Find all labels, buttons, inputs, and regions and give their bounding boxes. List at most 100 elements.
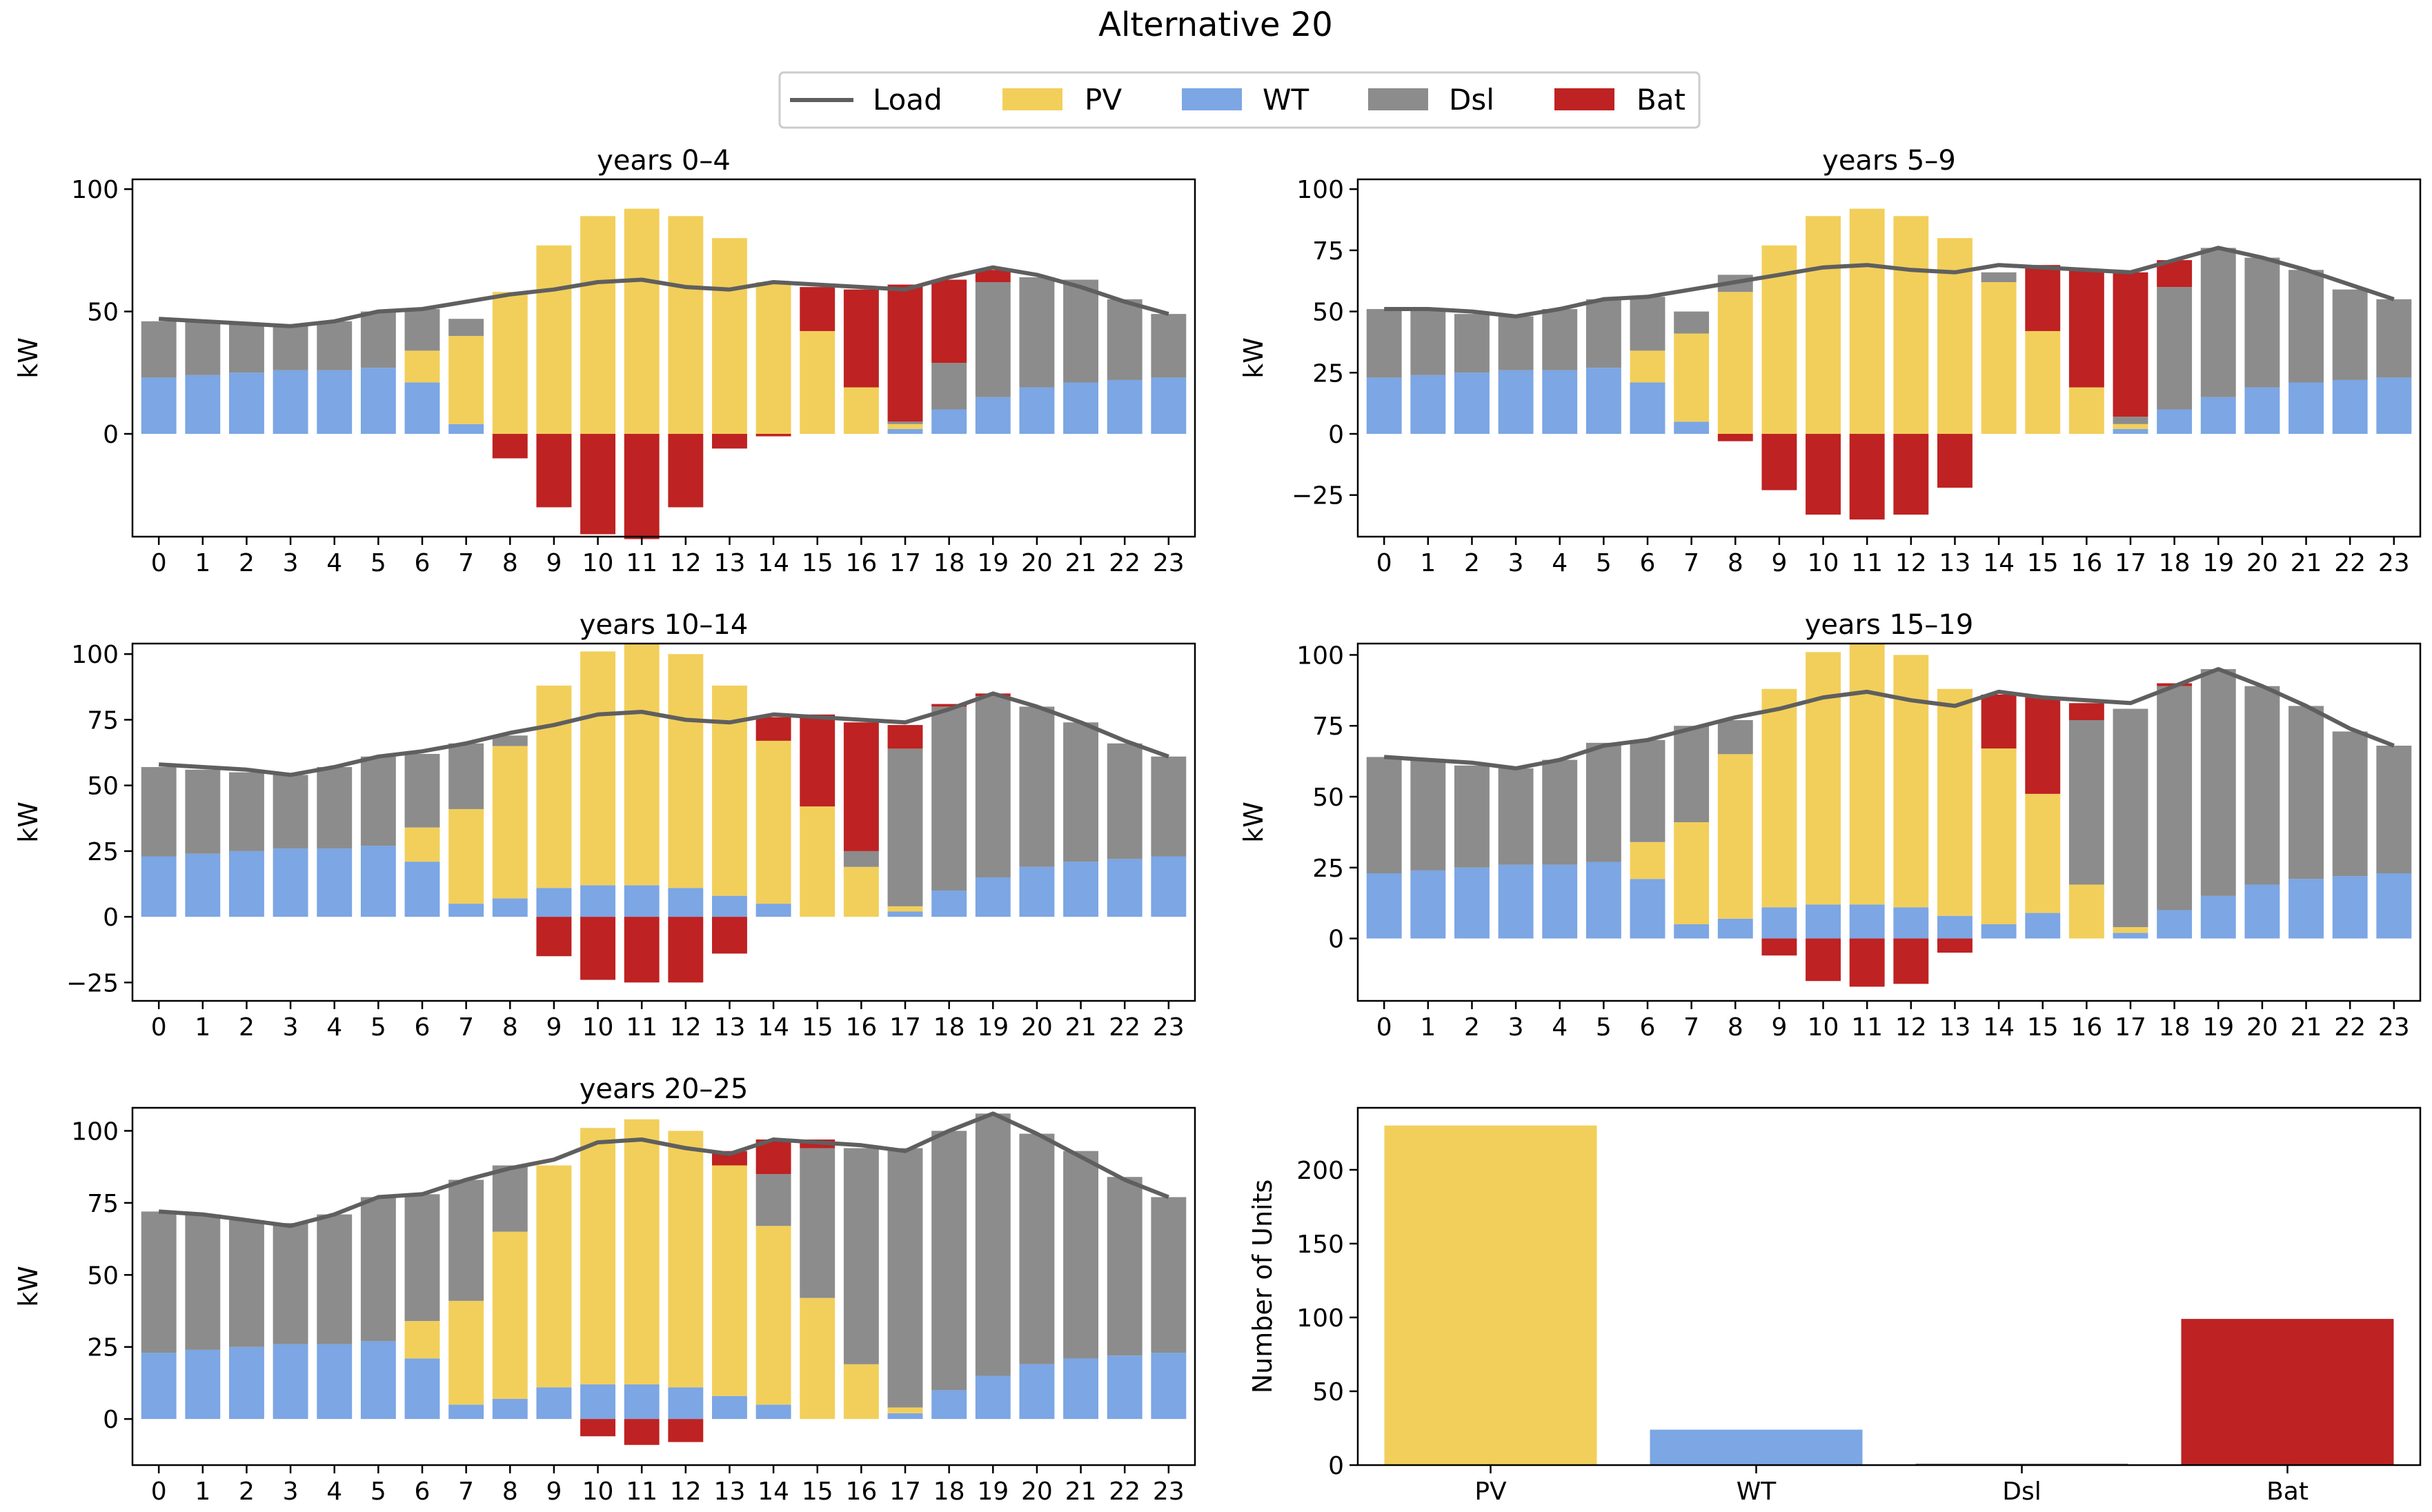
- x-tick-label: 18: [2159, 1013, 2191, 1042]
- bar-bat-hour-15: [800, 714, 836, 807]
- bar-pv-hour-9: [536, 1165, 572, 1388]
- x-tick-label: 1: [1420, 549, 1436, 577]
- x-tick-label: 22: [1109, 1013, 1140, 1042]
- bar-pv-hour-10: [580, 651, 615, 886]
- bar-dsl-hour-17: [887, 421, 923, 424]
- bar-wt-hour-7: [448, 1404, 484, 1420]
- bar-bat-hour-9: [1761, 938, 1797, 956]
- bar-wt-hour-0: [141, 1353, 177, 1420]
- bar-bat-hour-16: [843, 289, 879, 388]
- bar-wt-hour-1: [1410, 375, 1446, 434]
- y-tick-label: 50: [1312, 299, 1344, 327]
- plot-frame: [131, 178, 1196, 538]
- x-tick-label: 23: [2378, 1013, 2410, 1042]
- bar-wt-hour-1: [185, 853, 221, 917]
- bar-pv-hour-11: [1849, 208, 1885, 434]
- y-tick-label: −25: [1292, 482, 1344, 510]
- bar-bat-hour-11: [624, 1419, 660, 1445]
- bar-wt-hour-19: [2200, 397, 2236, 434]
- x-tick-label: 16: [845, 1013, 877, 1042]
- bar-dsl-hour-17: [887, 748, 923, 906]
- bar-pv-hour-15: [2025, 330, 2061, 434]
- x-tick-label: 7: [458, 1478, 474, 1506]
- x-tick-label: 21: [2291, 549, 2322, 577]
- bar-bat-hour-16: [2068, 703, 2104, 720]
- bar-wt-hour-17: [887, 428, 923, 434]
- bar-wt-hour-21: [2288, 879, 2324, 939]
- bar-wt-hour-11: [1849, 904, 1885, 939]
- y-tick-label: 200: [1296, 1157, 1344, 1185]
- x-tick-label: 21: [1065, 549, 1097, 577]
- bar-dsl-hour-6: [404, 309, 440, 351]
- bar-dsl-hour-23: [1151, 314, 1187, 378]
- bar-wt-hour-4: [1542, 864, 1578, 939]
- bar-pv-hour-12: [668, 1131, 704, 1388]
- plot-frame: [1356, 178, 2422, 538]
- bar-wt-hour-5: [360, 1341, 396, 1420]
- bar-pv-hour-13: [1937, 238, 1973, 434]
- bar-bat-hour-17: [887, 725, 923, 749]
- x-tick-label: 0: [151, 1013, 167, 1042]
- x-tick-label: 9: [546, 1013, 562, 1042]
- bar-dsl-hour-0: [141, 767, 177, 857]
- bar-wt-hour-17: [887, 911, 923, 917]
- bar-wt-hour-11: [624, 885, 660, 917]
- bar-pv-hour-7: [448, 336, 484, 424]
- bar-wt-hour-17: [2113, 933, 2148, 939]
- bar-pv-hour-10: [1806, 216, 1841, 434]
- x-tick-label: 15: [802, 1478, 833, 1506]
- x-tick-label: 13: [714, 1013, 746, 1042]
- bar-wt-hour-19: [975, 1375, 1011, 1420]
- x-tick-label: 11: [626, 549, 658, 577]
- bar-wt-hour-22: [1107, 379, 1143, 434]
- x-tick-label: 16: [845, 549, 877, 577]
- bar-pv-hour-16: [2068, 884, 2104, 939]
- bar-bat-hour-10: [580, 433, 615, 535]
- bar-wt-hour-21: [1063, 382, 1098, 434]
- x-tick-label: 15: [2027, 549, 2059, 577]
- x-tick-label: 17: [2115, 549, 2146, 577]
- x-tick-label: 22: [1109, 549, 1140, 577]
- bar-dsl-hour-16: [843, 1148, 879, 1364]
- x-tick-label: 5: [370, 1478, 386, 1506]
- legend-swatch-wt: [1182, 88, 1242, 110]
- bar-wt-hour-4: [317, 370, 353, 434]
- bar-bat-hour-18: [931, 704, 967, 707]
- bar-wt-hour-19: [975, 877, 1011, 917]
- plot-frame: [131, 1106, 1196, 1466]
- bar-wt-hour-20: [1019, 387, 1055, 434]
- bar-dsl-hour-4: [317, 767, 353, 849]
- bar-wt-hour-7: [448, 904, 484, 917]
- bar-wt-hour-8: [492, 1398, 528, 1420]
- bar-pv-hour-13: [712, 685, 747, 896]
- x-tick-label: Dsl: [2002, 1478, 2041, 1506]
- x-tick-label: 11: [1851, 549, 1883, 577]
- bar-pv-hour-11: [624, 1119, 660, 1385]
- x-tick-label: 23: [1153, 1478, 1185, 1506]
- bar-pv-hour-7: [448, 808, 484, 904]
- bar-wt-units: [1650, 1429, 1863, 1465]
- x-tick-label: 23: [1153, 1013, 1185, 1042]
- bar-wt-hour-2: [229, 372, 264, 434]
- bar-wt-hour-4: [317, 848, 353, 917]
- x-tick-label: 2: [1464, 549, 1480, 577]
- bar-dsl-hour-20: [1019, 1133, 1055, 1364]
- bar-wt-hour-23: [2376, 873, 2412, 939]
- x-tick-label: Bat: [2266, 1478, 2309, 1506]
- bars-group: [1384, 1125, 2394, 1465]
- legend-label-bat: Bat: [1637, 83, 1685, 117]
- bar-pv-hour-16: [843, 866, 879, 917]
- bar-pv-hour-17: [887, 424, 923, 429]
- bar-pv-hour-6: [404, 350, 440, 383]
- bar-pv-hour-8: [492, 292, 528, 434]
- bar-wt-hour-22: [2332, 379, 2368, 434]
- bar-wt-hour-0: [141, 377, 177, 434]
- legend-label-dsl: Dsl: [1449, 83, 1494, 117]
- bar-bat-hour-11: [1849, 433, 1885, 520]
- bar-dsl-hour-7: [448, 1180, 484, 1301]
- x-tick-label: 13: [1939, 1013, 1971, 1042]
- x-tick-label: 9: [546, 1478, 562, 1506]
- bar-dsl-hour-20: [1019, 277, 1055, 388]
- x-tick-label: 15: [2027, 1013, 2059, 1042]
